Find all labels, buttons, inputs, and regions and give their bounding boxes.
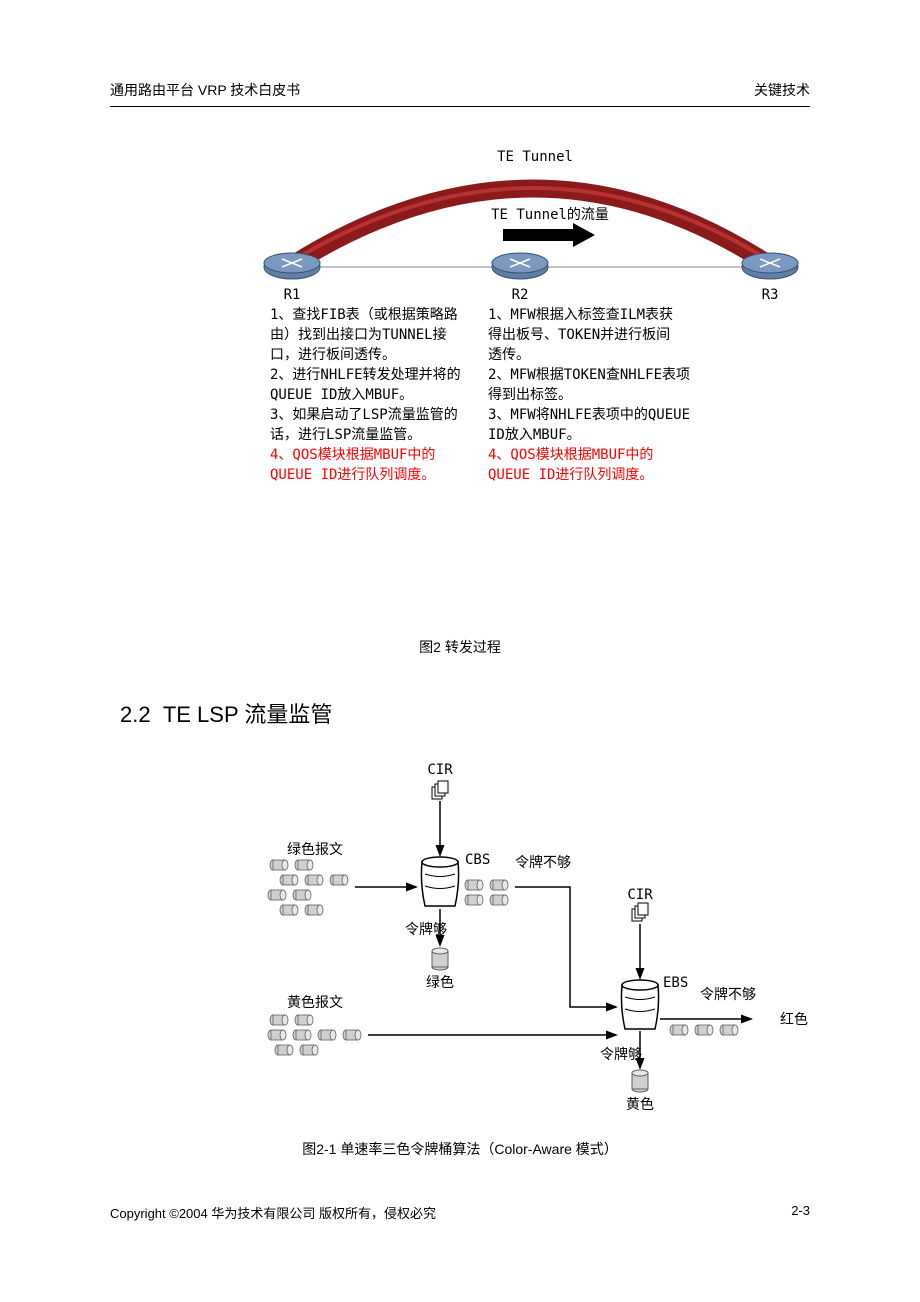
- svg-text:3、如果启动了LSP流量监管的: 3、如果启动了LSP流量监管的: [270, 407, 458, 423]
- figure2-svg: CIR CBS 绿色报文 令牌够: [260, 759, 840, 1119]
- label-cbs: CBS: [465, 852, 490, 868]
- svg-text:1、MFW根据入标签查ILM表获: 1、MFW根据入标签查ILM表获: [488, 306, 673, 323]
- label-token-not-enough-ebs: 令牌不够: [700, 986, 756, 1003]
- label-yellow-output: 黄色: [626, 1096, 654, 1113]
- label-token-enough-ebs: 令牌够: [600, 1046, 642, 1063]
- label-yellow-packets: 黄色报文: [287, 994, 343, 1011]
- label-red-output: 红色: [780, 1011, 808, 1028]
- yellow-packet-cluster: [268, 1015, 361, 1055]
- pages-icon-right: [632, 903, 648, 921]
- svg-text:2、进行NHLFE转发处理并将的: 2、进行NHLFE转发处理并将的: [270, 367, 461, 383]
- section-title: TE LSP 流量监管: [163, 702, 333, 727]
- footer-copyright: Copyright ©2004 华为技术有限公司 版权所有，侵权必究: [110, 1203, 436, 1222]
- label-green-output: 绿色: [426, 974, 454, 991]
- router-r3: R3: [742, 253, 798, 303]
- header-left: 通用路由平台 VRP 技术白皮书: [110, 80, 300, 100]
- label-green-packets: 绿色报文: [287, 841, 343, 858]
- pages-icon: [432, 781, 448, 799]
- page: 通用路由平台 VRP 技术白皮书 关键技术 TE Tunnel TE Tunne…: [0, 0, 920, 1302]
- svg-text:4、QOS模块根据MBUF中的: 4、QOS模块根据MBUF中的: [488, 447, 653, 463]
- te-tunnel-flow-label: TE Tunnel的流量: [491, 207, 609, 223]
- cylinder-green: [432, 948, 448, 970]
- flow-arrow: [503, 223, 595, 247]
- svg-text:QUEUE ID放入MBUF。: QUEUE ID放入MBUF。: [270, 387, 413, 403]
- footer-page-number: 2-3: [791, 1203, 810, 1222]
- figure1-right-text: 1、MFW根据入标签查ILM表获 得出板号、TOKEN并进行板间 透传。 2、M…: [488, 306, 690, 483]
- svg-text:1、查找FIB表（或根据策略路: 1、查找FIB表（或根据策略路: [270, 306, 458, 323]
- label-token-enough-cbs: 令牌够: [405, 921, 447, 938]
- figure-token-bucket: CIR CBS 绿色报文 令牌够: [260, 759, 820, 1119]
- svg-text:透传。: 透传。: [488, 347, 530, 363]
- svg-text:得到出标签。: 得到出标签。: [488, 386, 572, 403]
- page-footer: Copyright ©2004 华为技术有限公司 版权所有，侵权必究 2-3: [110, 1203, 810, 1222]
- tunnel-arc-highlight: [292, 188, 770, 261]
- router-r2: R2: [492, 253, 548, 303]
- bucket-ebs: [621, 980, 658, 1029]
- label-cir-top: CIR: [427, 762, 453, 778]
- router-r1: R1: [264, 253, 320, 303]
- svg-text:QUEUE ID进行队列调度。: QUEUE ID进行队列调度。: [488, 467, 653, 483]
- green-packet-cluster: [268, 860, 348, 915]
- label-ebs: EBS: [663, 975, 688, 991]
- svg-text:ID放入MBUF。: ID放入MBUF。: [488, 427, 581, 443]
- router-label-r1: R1: [284, 287, 301, 303]
- label-cir-right: CIR: [627, 887, 653, 903]
- svg-text:2、MFW根据TOKEN查NHLFE表项: 2、MFW根据TOKEN查NHLFE表项: [488, 367, 690, 383]
- figure1-left-text: 1、查找FIB表（或根据策略路 由）找到出接口为TUNNEL接 口，进行板间透传…: [270, 306, 461, 483]
- svg-text:口，进行板间透传。: 口，进行板间透传。: [270, 347, 396, 363]
- page-header: 通用路由平台 VRP 技术白皮书 关键技术: [110, 80, 810, 107]
- svg-text:由）找到出接口为TUNNEL接: 由）找到出接口为TUNNEL接: [270, 326, 447, 343]
- packets-after-ebs: [670, 1025, 738, 1035]
- cylinder-yellow: [632, 1070, 648, 1092]
- te-tunnel-label: TE Tunnel: [497, 149, 573, 165]
- svg-text:3、MFW将NHLFE表项中的QUEUE: 3、MFW将NHLFE表项中的QUEUE: [488, 407, 690, 423]
- packets-after-cbs: [465, 880, 508, 905]
- section-heading: 2.2 TE LSP 流量监管: [120, 697, 810, 729]
- figure1-caption: 图2 转发过程: [110, 637, 810, 657]
- figure2-caption: 图2-1 单速率三色令牌桶算法（Color-Aware 模式）: [110, 1139, 810, 1159]
- svg-text:QUEUE ID进行队列调度。: QUEUE ID进行队列调度。: [270, 467, 435, 483]
- svg-text:得出板号、TOKEN并进行板间: 得出板号、TOKEN并进行板间: [488, 326, 670, 343]
- figure1-svg: TE Tunnel TE Tunnel的流量 R1: [260, 147, 820, 487]
- arrow-cbs-to-ebs: [515, 887, 615, 1007]
- header-right: 关键技术: [754, 80, 810, 100]
- figure-forwarding-process: TE Tunnel TE Tunnel的流量 R1: [260, 147, 820, 477]
- router-label-r3: R3: [762, 287, 779, 303]
- svg-text:4、QOS模块根据MBUF中的: 4、QOS模块根据MBUF中的: [270, 447, 435, 463]
- section-number: 2.2: [120, 702, 151, 727]
- router-label-r2: R2: [512, 287, 529, 303]
- label-token-not-enough-cbs: 令牌不够: [515, 854, 571, 871]
- svg-text:话，进行LSP流量监管。: 话，进行LSP流量监管。: [270, 427, 421, 443]
- bucket-cbs: [421, 857, 458, 906]
